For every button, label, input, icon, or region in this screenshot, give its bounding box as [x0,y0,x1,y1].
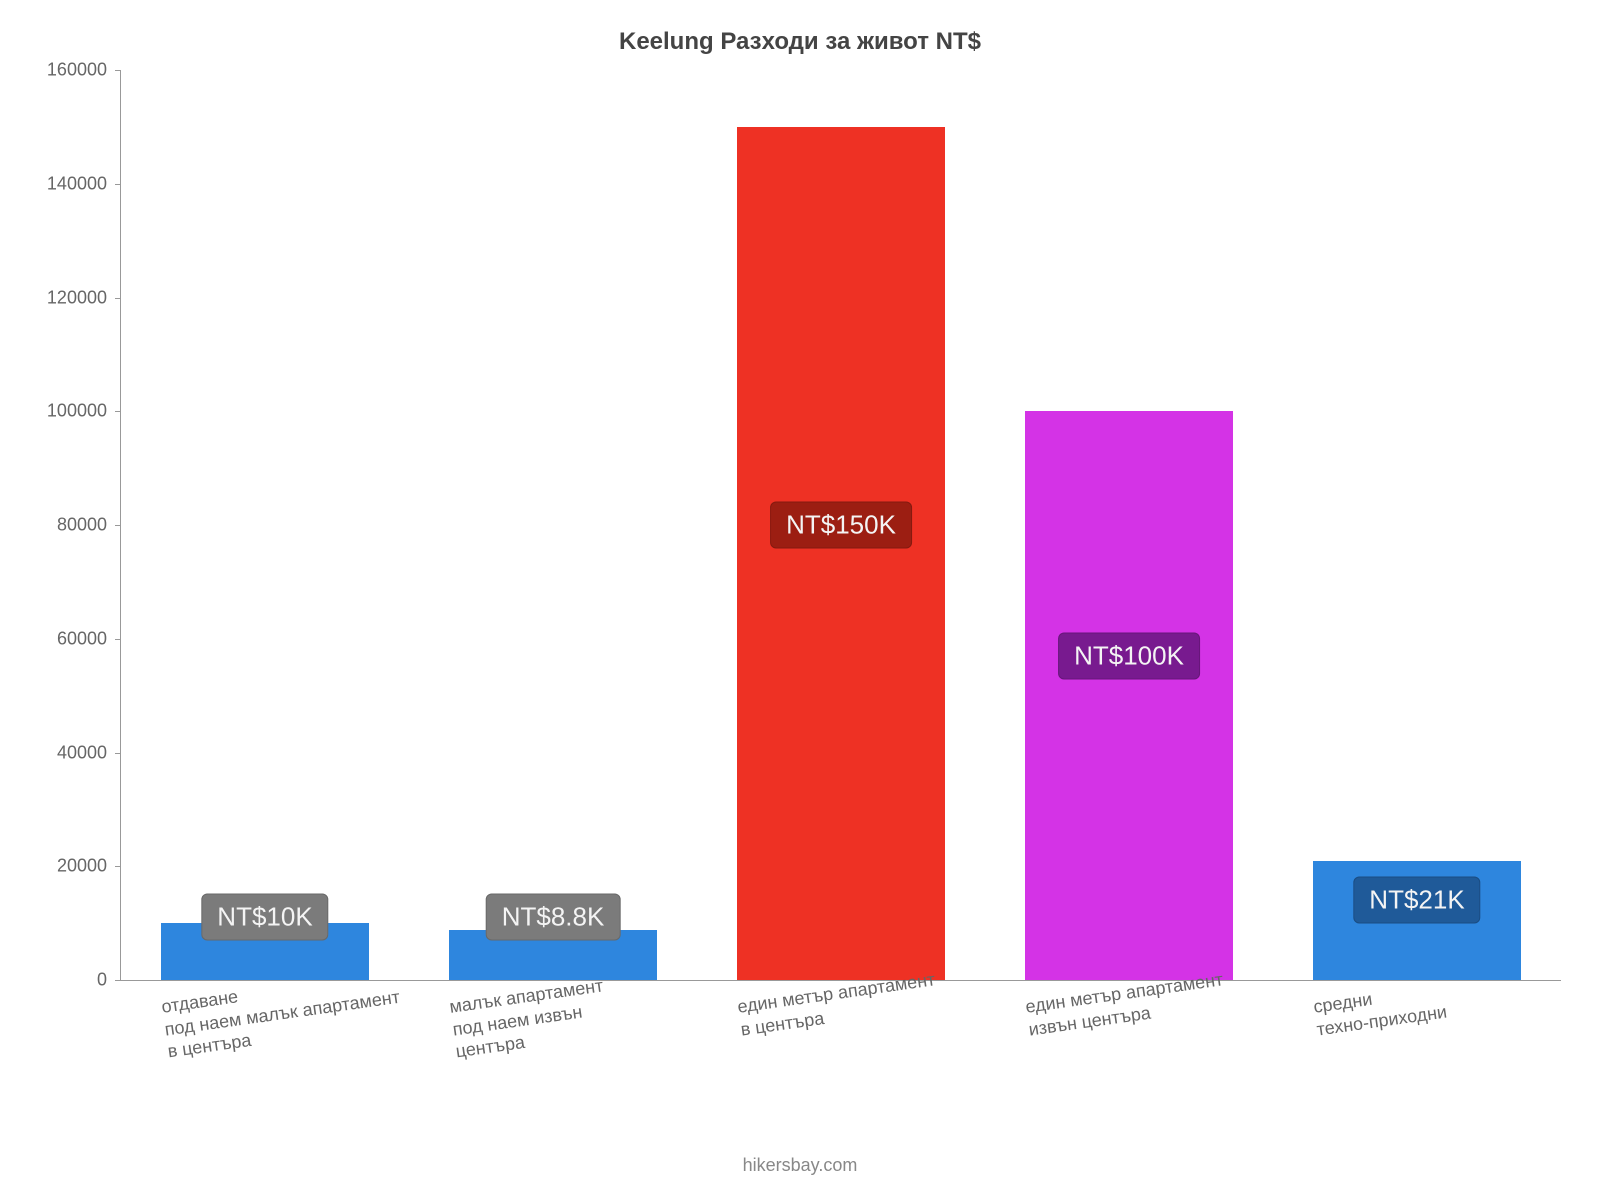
plot-area: NT$10KNT$8.8KNT$150KNT$100KNT$21K 020000… [120,70,1561,981]
y-tick [115,980,121,981]
y-tick-label: 0 [97,970,107,991]
y-tick [115,298,121,299]
bar [737,127,944,980]
y-tick [115,753,121,754]
y-tick [115,184,121,185]
y-tick-label: 100000 [47,401,107,422]
x-axis-label: средни техно-приходни [1312,978,1448,1041]
y-tick [115,70,121,71]
y-tick-label: 20000 [57,856,107,877]
y-tick-label: 120000 [47,287,107,308]
y-tick-label: 140000 [47,173,107,194]
y-tick-label: 80000 [57,515,107,536]
y-tick [115,525,121,526]
chart-title: Keelung Разходи за живот NT$ [0,28,1600,56]
y-tick-label: 160000 [47,60,107,81]
bar-value-label: NT$100K [1058,632,1200,679]
bar-value-label: NT$10K [201,894,328,941]
y-tick [115,411,121,412]
cost-of-living-bar-chart: Keelung Разходи за живот NT$ NT$10K NT$8.… [0,0,1600,1200]
x-axis-labels: отдаване под наем малък апартамент в цен… [120,990,1560,1160]
chart-credit: hikersbay.com [0,1155,1600,1176]
y-tick-label: 60000 [57,628,107,649]
bar-value-label: NT$8.8K [486,894,621,941]
y-tick [115,639,121,640]
bars-container: NT$10K NT$8.8K NT$150K NT$100K NT$21K [121,70,1561,980]
bar [1025,411,1232,980]
bar-value-label: NT$21K [1353,877,1480,924]
bar-value-label: NT$150K [770,502,912,549]
y-tick [115,866,121,867]
y-tick-label: 40000 [57,742,107,763]
x-axis-label: малък апартамент под наем извън центъра [448,974,611,1062]
